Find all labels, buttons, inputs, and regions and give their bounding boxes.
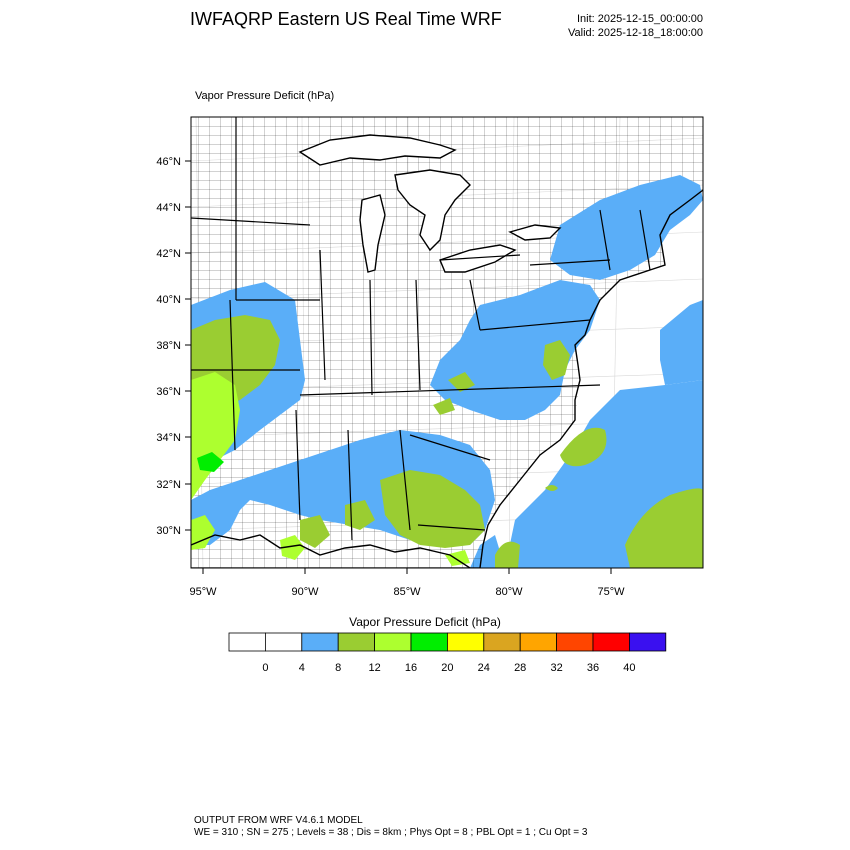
colorbar-swatch (337, 632, 376, 652)
colorbar-label: 0 (262, 662, 268, 674)
ocean-green-patches (495, 427, 703, 568)
lon-label: 95°W (189, 586, 217, 598)
colorbar-label: 32 (550, 662, 562, 674)
lon-label: 80°W (495, 586, 523, 598)
colorbar-swatch (374, 632, 412, 652)
lat-label: 46°N (156, 156, 181, 168)
colorbar-swatch (446, 632, 485, 652)
land-shading-brightgreen (197, 452, 224, 472)
colorbar-label: 12 (368, 662, 380, 674)
coastline (191, 189, 703, 568)
colorbar-title: Vapor Pressure Deficit (hPa) (349, 615, 501, 629)
lat-label: 44°N (156, 202, 181, 214)
colorbar-label: 16 (405, 662, 417, 674)
colorbar-label: 24 (478, 662, 490, 674)
lon-label: 85°W (393, 586, 421, 598)
plot-title: IWFAQRP Eastern US Real Time WRF (190, 9, 502, 29)
colorbar-swatch (301, 632, 339, 652)
lat-label: 42°N (156, 248, 181, 260)
colorbar-label: 36 (587, 662, 599, 674)
great-lakes (298, 134, 562, 273)
colorbar-label: 4 (299, 662, 305, 674)
colorbar-swatch (629, 632, 667, 652)
colorbar-labels: 0 4 8 12 16 20 24 28 32 36 40 (262, 662, 635, 674)
colorbar-label: 28 (514, 662, 526, 674)
lat-label: 34°N (156, 432, 181, 444)
colorbar-swatch (228, 632, 266, 652)
init-time: Init: 2025-12-15_00:00:00 (577, 13, 703, 25)
lat-label: 32°N (156, 479, 181, 491)
colorbar-swatch (410, 632, 448, 652)
lon-label: 75°W (597, 586, 625, 598)
map-frame (190, 116, 704, 569)
colorbar-label: 8 (335, 662, 341, 674)
lon-label: 90°W (291, 586, 319, 598)
colorbar-swatch (519, 632, 558, 652)
colorbar-swatch (556, 632, 594, 652)
colorbar-label: 40 (623, 662, 635, 674)
lat-label: 40°N (156, 294, 181, 306)
state-boundaries (191, 117, 651, 541)
colorbar-swatch (264, 632, 303, 652)
lat-label: 30°N (156, 525, 181, 537)
lat-label: 38°N (156, 340, 181, 352)
colorbar (228, 632, 667, 652)
colorbar-label: 20 (441, 662, 453, 674)
footer-model: OUTPUT FROM WRF V4.6.1 MODEL (194, 815, 363, 826)
axis-ticks (185, 160, 612, 574)
footer-config: WE = 310 ; SN = 275 ; Levels = 38 ; Dis … (194, 827, 588, 838)
valid-time: Valid: 2025-12-18_18:00:00 (568, 27, 703, 39)
colorbar-swatch (483, 632, 521, 652)
lat-label: 36°N (156, 386, 181, 398)
colorbar-swatch (592, 632, 630, 652)
latitude-labels: 46°N 44°N 42°N 40°N 38°N 36°N 34°N 32°N … (156, 156, 181, 537)
map-content (191, 117, 703, 568)
longitude-labels: 95°W 90°W 85°W 80°W 75°W (189, 586, 625, 598)
field-label: Vapor Pressure Deficit (hPa) (195, 90, 335, 102)
